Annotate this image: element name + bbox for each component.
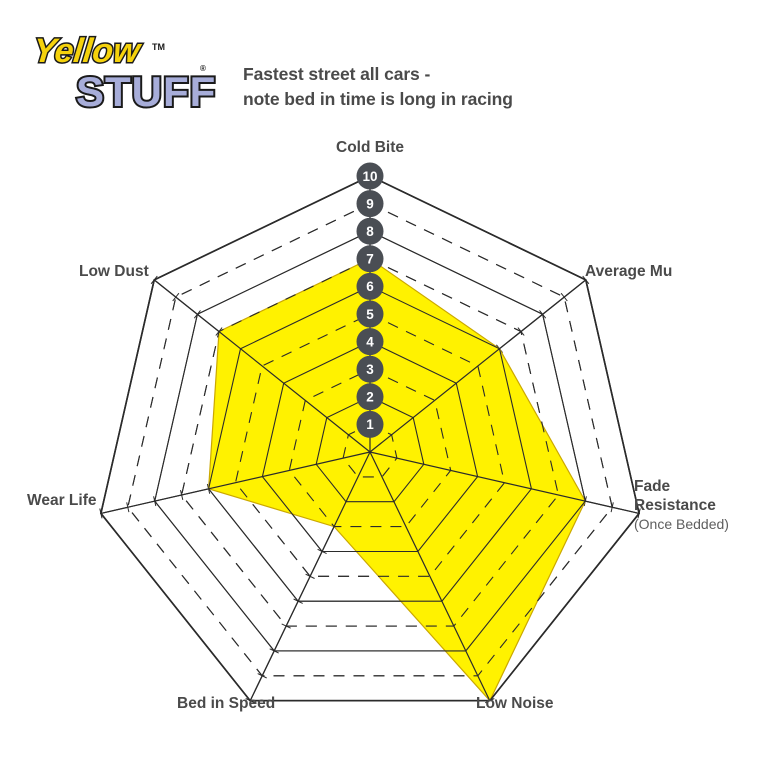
axis-label-wear-life: Wear Life — [27, 492, 97, 509]
scale-marker-1: 1 — [356, 410, 384, 438]
axis-label-cold-bite: Cold Bite — [336, 139, 405, 156]
yellowstuff-logo: Yellow Yellow TM STUFF STUFF ® — [34, 26, 224, 126]
chart-title-line2: note bed in time is long in racing — [243, 88, 513, 109]
svg-text:5: 5 — [366, 307, 374, 322]
axis-label-bed-in-speed: Bed in Speed — [177, 695, 276, 712]
axis-label-fade-resistance: Fade Resistance (Once Bedded) — [634, 478, 762, 533]
radar-grid-rings-overlay — [100, 175, 640, 702]
scale-marker-2: 2 — [356, 383, 384, 411]
svg-text:10: 10 — [362, 169, 377, 184]
axis-label-low-noise: Low Noise — [476, 695, 554, 712]
svg-text:3: 3 — [366, 362, 374, 377]
scale-marker-9: 9 — [356, 190, 384, 218]
logo-word-top-outline: Yellow — [34, 32, 144, 70]
axis-label-fade-sub: (Once Bedded) — [634, 515, 729, 532]
logo-registered: ® — [200, 64, 206, 73]
logo-word-bottom: STUFF — [76, 68, 216, 115]
scale-marker-7: 7 — [356, 245, 384, 273]
chart-title-line1: Fastest street all cars - — [243, 64, 431, 84]
radar-axis-spokes-overlay — [100, 176, 640, 701]
axis-label-fade-line2: Resistance — [634, 496, 716, 514]
chart-title: Fastest street all cars - note bed in ti… — [243, 62, 563, 112]
scale-marker-4: 4 — [356, 328, 384, 356]
svg-text:8: 8 — [366, 224, 374, 239]
radar-scale-markers: 1 2 3 4 5 6 7 8 9 10 — [356, 162, 384, 438]
scale-marker-3: 3 — [356, 355, 384, 383]
radar-series-polygon — [207, 258, 586, 702]
scale-marker-5: 5 — [356, 300, 384, 328]
logo-trademark: TM — [152, 42, 165, 52]
svg-text:4: 4 — [366, 334, 374, 349]
logo-word-bottom-outline: STUFF — [76, 68, 216, 115]
svg-text:6: 6 — [366, 279, 374, 294]
svg-text:9: 9 — [366, 196, 374, 211]
logo-word-top: Yellow — [34, 32, 144, 70]
axis-label-low-dust: Low Dust — [79, 263, 149, 280]
logo-artwork: Yellow Yellow TM STUFF STUFF ® — [34, 31, 217, 117]
axis-label-average-mu: Average Mu — [585, 263, 673, 280]
scale-marker-10: 10 — [356, 162, 384, 190]
scale-marker-6: 6 — [356, 272, 384, 300]
svg-text:1: 1 — [366, 417, 374, 432]
svg-text:7: 7 — [366, 252, 374, 267]
scale-marker-8: 8 — [356, 217, 384, 245]
svg-text:2: 2 — [366, 390, 374, 405]
axis-label-fade-line1: Fade — [634, 478, 671, 495]
